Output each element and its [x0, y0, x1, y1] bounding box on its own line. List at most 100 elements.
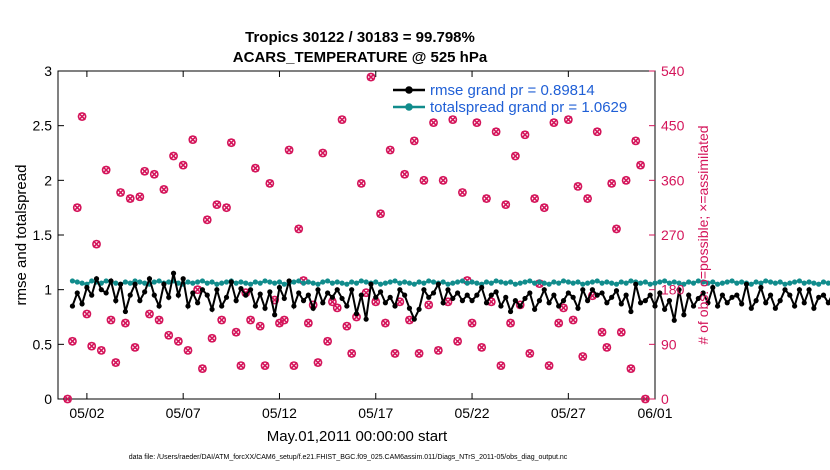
obs-assimilated-marker: [564, 115, 573, 124]
obs-count-layer: [63, 72, 650, 404]
obs-assimilated-marker: [371, 298, 380, 306]
obs-possible-marker: [217, 315, 227, 325]
rmse-point: [416, 306, 422, 312]
obs-assimilated-marker: [68, 337, 77, 346]
obs-assimilated-marker: [386, 146, 394, 154]
obs-assimilated-marker: [92, 240, 101, 248]
rmse-point: [272, 312, 278, 318]
obs-assimilated-marker: [328, 298, 337, 306]
obs-possible-marker: [616, 327, 626, 337]
obs-assimilated-marker: [87, 342, 96, 350]
totalspread-point: [816, 281, 822, 287]
rmse-point: [89, 292, 95, 298]
obs-assimilated-marker: [112, 358, 120, 367]
obs-assimilated-marker: [343, 322, 351, 330]
rmse-point: [190, 290, 196, 296]
obs-assimilated-marker: [492, 127, 500, 136]
rmse-point: [796, 287, 803, 293]
totalspread-point: [527, 278, 533, 284]
totalspread-point: [642, 279, 648, 285]
legend-rmse-label: rmse grand pr = 0.89814: [430, 82, 595, 99]
rmse-point: [435, 281, 441, 287]
obs-possible-marker: [154, 315, 164, 325]
obs-assimilated-marker: [107, 316, 115, 324]
totalspread-point: [79, 280, 85, 286]
totalspread-point: [647, 281, 653, 287]
obs-assimilated-marker: [232, 328, 240, 336]
rmse-point: [243, 292, 249, 298]
obs-possible-marker: [573, 182, 583, 191]
totalspread-point: [474, 280, 480, 286]
obs-assimilated-marker: [545, 361, 553, 370]
totalspread-point: [724, 279, 730, 285]
totalspread-point: [522, 279, 528, 285]
totalspread-point: [373, 279, 379, 285]
totalspread-point: [209, 279, 215, 285]
rmse-point: [637, 300, 644, 306]
rmse-point: [98, 287, 104, 293]
totalspread-point: [662, 278, 668, 284]
totalspread-point: [445, 281, 451, 287]
obs-possible-marker: [419, 175, 429, 185]
y-right-tick-label: 360: [661, 172, 685, 188]
rmse-point: [247, 287, 254, 293]
obs-assimilated-marker: [473, 118, 481, 127]
totalspread-point: [575, 279, 581, 285]
totalspread-point: [310, 280, 316, 286]
totalspread-point: [507, 279, 514, 285]
obs-assimilated-marker: [116, 188, 125, 197]
obs-possible-marker: [366, 72, 376, 82]
rmse-point: [281, 295, 287, 302]
obs-possible-marker: [116, 188, 125, 197]
totalspread-point: [262, 278, 268, 284]
obs-possible-marker: [467, 318, 477, 328]
rmse-point: [238, 285, 244, 292]
totalspread-point: [599, 280, 605, 286]
obs-possible-marker: [111, 358, 121, 367]
totalspread-point: [541, 280, 547, 286]
rmse-point: [108, 278, 114, 284]
obs-possible-marker: [390, 349, 400, 358]
rmse-point: [387, 294, 393, 300]
rmse-point: [623, 292, 629, 298]
rmse-point: [195, 300, 201, 306]
totalspread-point: [811, 280, 817, 286]
totalspread-point: [426, 278, 432, 284]
obs-assimilated-marker: [468, 319, 476, 327]
totalspread-point: [344, 281, 350, 287]
totalspread-point: [430, 279, 437, 285]
rmse-point: [546, 300, 552, 306]
totalspread-point: [710, 279, 716, 285]
totalspread-point: [363, 279, 369, 285]
rmse-point: [402, 292, 408, 298]
rmse-point: [315, 287, 321, 293]
obs-possible-marker: [236, 361, 246, 370]
obs-possible-marker: [149, 169, 159, 179]
rmse-point: [690, 303, 697, 309]
obs-assimilated-marker: [169, 152, 178, 160]
rmse-point: [185, 303, 191, 309]
rmse-point: [334, 287, 340, 293]
rmse-point: [503, 294, 509, 300]
totalspread-point: [296, 278, 302, 284]
rmse-point: [257, 291, 263, 297]
totalspread-point: [281, 281, 287, 287]
rmse-point: [93, 276, 100, 282]
totalspread-point: [267, 279, 273, 285]
obs-possible-marker: [597, 327, 607, 337]
totalspread-point: [137, 279, 143, 285]
obs-assimilated-marker: [641, 395, 650, 403]
rmse-point: [676, 287, 682, 293]
obs-assimilated-marker: [160, 185, 168, 194]
totalspread-point: [570, 280, 576, 286]
obs-assimilated-marker: [208, 334, 216, 343]
rmse-point: [647, 292, 653, 298]
totalspread-point: [291, 279, 297, 285]
obs-possible-marker: [96, 346, 106, 355]
obs-assimilated-marker: [290, 361, 298, 370]
totalspread-point: [175, 280, 181, 286]
obs-assimilated-marker: [184, 346, 192, 355]
rmse-point: [440, 300, 446, 306]
obs-assimilated-marker: [526, 349, 534, 358]
obs-assimilated-marker: [559, 304, 568, 312]
